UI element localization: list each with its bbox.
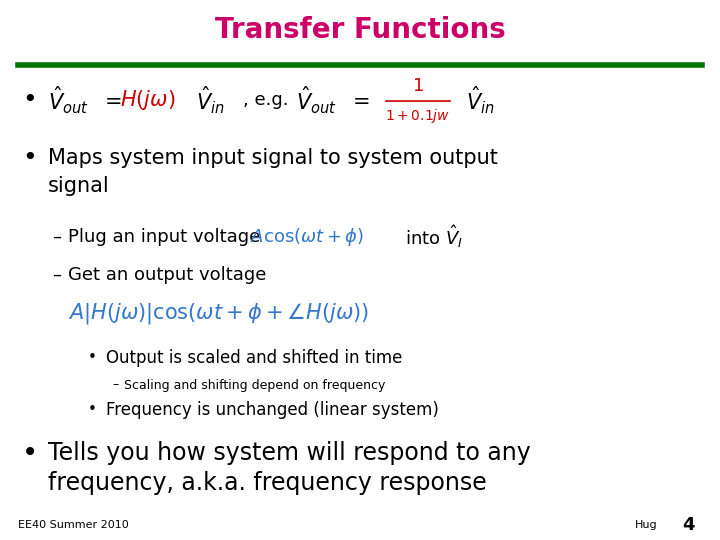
Text: frequency, a.k.a. frequency response: frequency, a.k.a. frequency response <box>48 471 487 495</box>
Text: Scaling and shifting depend on frequency: Scaling and shifting depend on frequency <box>124 379 385 392</box>
Text: –: – <box>52 228 61 246</box>
Text: Hug: Hug <box>635 520 657 530</box>
Text: Frequency is unchanged (linear system): Frequency is unchanged (linear system) <box>106 401 439 419</box>
Text: $=$: $=$ <box>100 90 122 110</box>
Text: $=$: $=$ <box>348 90 369 110</box>
Text: $\hat{V}_{in}$: $\hat{V}_{in}$ <box>466 84 495 116</box>
Text: , e.g.: , e.g. <box>243 91 289 109</box>
Text: •: • <box>22 439 38 467</box>
Text: Maps system input signal to system output: Maps system input signal to system outpu… <box>48 148 498 168</box>
Text: –: – <box>52 266 61 284</box>
Text: •: • <box>22 88 37 112</box>
Text: 4: 4 <box>683 516 695 534</box>
Text: Plug an input voltage: Plug an input voltage <box>68 228 266 246</box>
Text: Tells you how system will respond to any: Tells you how system will respond to any <box>48 441 531 465</box>
Text: $\hat{V}_{in}$: $\hat{V}_{in}$ <box>196 84 225 116</box>
Text: $\hat{V}_{out}$: $\hat{V}_{out}$ <box>48 84 89 116</box>
Text: into $\hat{V}_I$: into $\hat{V}_I$ <box>405 224 463 251</box>
Text: signal: signal <box>48 176 109 196</box>
Text: EE40 Summer 2010: EE40 Summer 2010 <box>18 520 129 530</box>
Text: •: • <box>88 402 97 417</box>
Text: $A|H(j\omega)|\cos\!\left(\omega t + \phi + \angle H(j\omega)\right)$: $A|H(j\omega)|\cos\!\left(\omega t + \ph… <box>68 300 369 326</box>
Text: $1$: $1$ <box>412 77 424 95</box>
Text: •: • <box>22 146 37 170</box>
Text: –: – <box>112 379 118 392</box>
Text: Output is scaled and shifted in time: Output is scaled and shifted in time <box>106 349 402 367</box>
Text: Get an output voltage: Get an output voltage <box>68 266 266 284</box>
Text: $H(j\omega)$: $H(j\omega)$ <box>120 88 176 112</box>
Text: $1+0.1jw$: $1+0.1jw$ <box>385 107 451 125</box>
Text: $\hat{V}_{out}$: $\hat{V}_{out}$ <box>296 84 337 116</box>
Text: Transfer Functions: Transfer Functions <box>215 16 505 44</box>
Text: $A\mathrm{cos}(\omega t + \phi)$: $A\mathrm{cos}(\omega t + \phi)$ <box>250 226 364 248</box>
Text: •: • <box>88 350 97 366</box>
